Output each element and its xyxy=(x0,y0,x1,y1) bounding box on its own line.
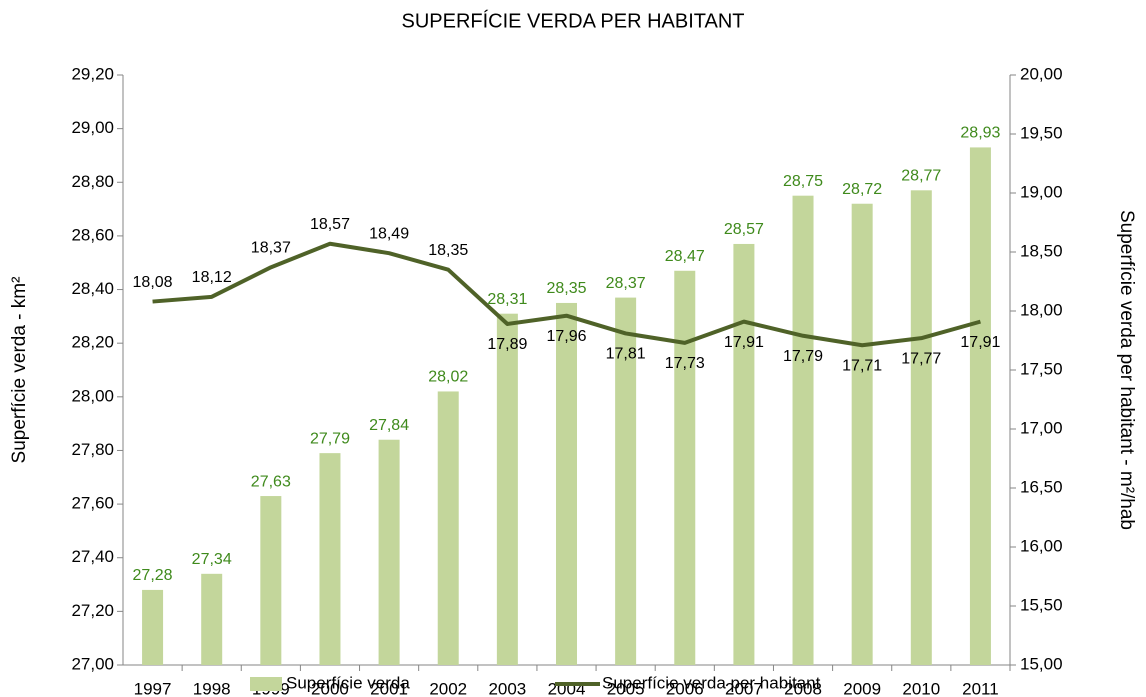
bar xyxy=(969,147,991,666)
bar-value-label: 28,93 xyxy=(960,125,1000,142)
line-value-label: 17,77 xyxy=(901,350,941,367)
y-tick-label: 27,00 xyxy=(71,654,114,673)
y-tick-label: 28,80 xyxy=(71,172,114,191)
y2-tick-label: 15,50 xyxy=(1020,595,1063,614)
bar xyxy=(496,313,518,665)
line-value-label: 17,96 xyxy=(546,328,586,345)
line-value-label: 17,79 xyxy=(783,348,823,365)
bar-value-label: 28,47 xyxy=(665,248,705,265)
x-tick-label: 2002 xyxy=(429,679,467,697)
bar xyxy=(733,243,755,666)
bar xyxy=(556,302,577,665)
y2-tick-label: 18,00 xyxy=(1020,300,1063,319)
y-tick-label: 28,20 xyxy=(71,333,114,352)
y-tick-label: 28,40 xyxy=(71,279,114,298)
y-tick-label: 27,80 xyxy=(71,440,114,459)
line-value-label: 18,08 xyxy=(133,274,173,291)
bar-value-label: 27,28 xyxy=(133,567,173,584)
y2-tick-label: 17,50 xyxy=(1020,359,1063,378)
x-tick-label: 2009 xyxy=(843,679,881,697)
bar xyxy=(851,203,873,665)
line-value-label: 18,37 xyxy=(251,240,291,257)
bar-value-label: 28,31 xyxy=(487,291,527,308)
bar-value-label: 28,02 xyxy=(428,369,468,386)
bar-value-label: 27,84 xyxy=(369,417,409,434)
x-tick-label: 2011 xyxy=(962,679,999,697)
y2-tick-label: 15,00 xyxy=(1020,654,1063,673)
bar-value-label: 27,79 xyxy=(310,430,350,447)
y2-tick-label: 20,00 xyxy=(1020,64,1063,83)
line-value-label: 18,35 xyxy=(428,242,468,259)
x-tick-label: 2010 xyxy=(902,679,940,697)
y-tick-label: 27,60 xyxy=(71,494,114,513)
bar xyxy=(378,439,400,665)
bar xyxy=(910,190,932,665)
y-tick-label: 29,00 xyxy=(71,118,114,137)
line-value-label: 17,89 xyxy=(487,336,527,353)
y2-tick-label: 19,50 xyxy=(1020,123,1063,142)
line-value-label: 18,12 xyxy=(192,269,232,286)
bar-value-label: 28,72 xyxy=(842,181,882,198)
line-value-label: 18,49 xyxy=(369,225,409,242)
bar xyxy=(260,496,282,665)
bar xyxy=(142,589,164,665)
bar-value-label: 28,75 xyxy=(783,173,823,190)
line-value-label: 18,57 xyxy=(310,216,350,233)
bar xyxy=(437,391,459,665)
bar-value-label: 28,35 xyxy=(546,280,586,297)
x-tick-label: 2000 xyxy=(311,679,349,697)
legend-label: Superfície verda per habitant xyxy=(602,673,821,692)
line-value-label: 17,73 xyxy=(665,355,705,372)
line xyxy=(152,241,981,348)
bar xyxy=(674,270,696,665)
y2-tick-label: 18,50 xyxy=(1020,241,1063,260)
x-tick-label: 2008 xyxy=(784,679,822,697)
bar-value-label: 28,77 xyxy=(901,168,941,185)
x-tick-label: 1998 xyxy=(193,679,231,697)
y-tick-label: 27,40 xyxy=(71,547,114,566)
x-tick-label: 1997 xyxy=(134,679,172,697)
legend-swatch xyxy=(250,677,282,691)
line-value-label: 17,71 xyxy=(842,357,882,374)
bar-value-label: 28,37 xyxy=(606,275,646,292)
y2-axis-title: Superfície verda per habitant - m²/hab xyxy=(1116,210,1137,530)
x-tick-label: 2006 xyxy=(666,679,704,697)
bar xyxy=(201,573,223,665)
y-tick-label: 28,60 xyxy=(71,225,114,244)
y-axis-title: Superfície verda - km² xyxy=(9,277,30,464)
y2-tick-label: 17,00 xyxy=(1020,418,1063,437)
line-value-label: 17,91 xyxy=(724,334,764,351)
line-value-label: 17,91 xyxy=(960,334,1000,351)
y-tick-label: 29,20 xyxy=(71,64,114,83)
chart-title: SUPERFÍCIE VERDA PER HABITANT xyxy=(401,9,744,32)
y2-tick-label: 19,00 xyxy=(1020,182,1063,201)
bar xyxy=(319,453,341,665)
bar-value-label: 28,57 xyxy=(724,221,764,238)
y-tick-label: 28,00 xyxy=(71,386,114,405)
x-tick-label: 2005 xyxy=(607,679,645,697)
y-tick-label: 27,20 xyxy=(71,601,114,620)
bar-value-label: 27,34 xyxy=(192,551,232,568)
x-tick-label: 2007 xyxy=(725,679,763,697)
x-tick-label: 2003 xyxy=(488,679,526,697)
bar xyxy=(792,195,814,665)
line-value-label: 17,81 xyxy=(606,346,646,363)
bar xyxy=(615,297,637,665)
x-tick-label: 2001 xyxy=(370,679,408,697)
y2-tick-label: 16,50 xyxy=(1020,477,1063,496)
y2-tick-label: 16,00 xyxy=(1020,536,1063,555)
bar-value-label: 27,63 xyxy=(251,473,291,490)
legend-label: Superfície verda xyxy=(286,673,410,692)
